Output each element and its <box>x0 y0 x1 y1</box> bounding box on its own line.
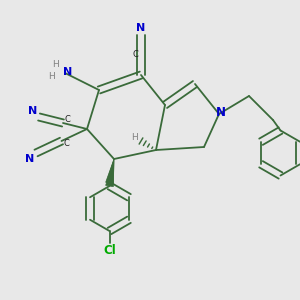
Text: H: H <box>48 72 54 81</box>
Polygon shape <box>106 159 114 184</box>
Text: N: N <box>215 106 226 119</box>
Text: N: N <box>63 67 72 77</box>
Text: N: N <box>28 106 38 116</box>
Text: H: H <box>132 134 138 142</box>
Text: C: C <box>132 50 138 59</box>
Text: H: H <box>52 60 59 69</box>
Text: C: C <box>64 116 70 124</box>
Text: N: N <box>26 154 34 164</box>
Text: N: N <box>136 23 146 33</box>
Text: C: C <box>63 140 69 148</box>
Polygon shape <box>106 159 114 187</box>
Text: Cl: Cl <box>103 244 116 257</box>
